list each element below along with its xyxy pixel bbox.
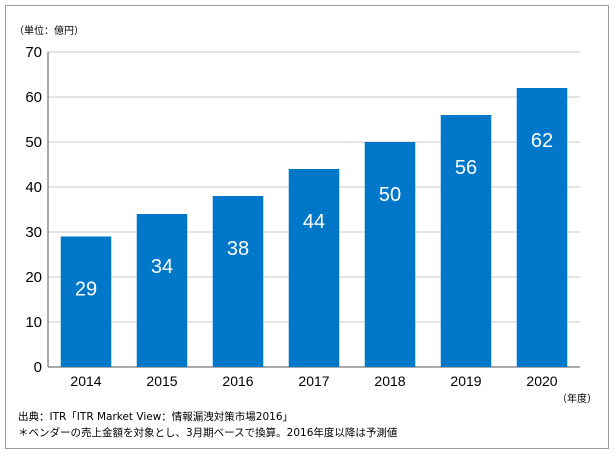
- y-tick-label: 20: [25, 269, 42, 286]
- x-tick-label: 2020: [526, 373, 557, 389]
- bar-value-label: 50: [379, 184, 401, 206]
- y-tick-label: 50: [25, 134, 42, 151]
- y-unit-label: （単位：億円）: [14, 26, 84, 37]
- x-tick-label: 2017: [298, 373, 329, 389]
- bar: [364, 142, 416, 367]
- bar: [516, 88, 568, 367]
- bar: [60, 236, 112, 367]
- bar-value-label: 34: [151, 256, 173, 278]
- x-tick-label: 2019: [450, 373, 481, 389]
- x-tick-label: 2018: [374, 373, 405, 389]
- bar-value-label: 62: [531, 130, 553, 152]
- x-tick-label: 2014: [70, 373, 101, 389]
- y-tick-label: 0: [34, 359, 42, 376]
- bar: [288, 169, 340, 367]
- bar-value-label: 29: [75, 279, 97, 301]
- bar-value-label: 38: [227, 238, 249, 260]
- footnote: ＊ベンダーの売上金額を対象とし、3月期ベースで換算。2016年度以降は予測値: [18, 427, 398, 439]
- y-tick-label: 10: [25, 314, 42, 331]
- bar: [136, 214, 188, 367]
- bar: [212, 196, 264, 367]
- source-note: 出典：ITR「ITR Market View：情報漏洩対策市場2016」: [18, 411, 294, 423]
- bar-value-label: 44: [303, 211, 325, 233]
- y-tick-label: 70: [25, 44, 42, 61]
- bar-value-label: 56: [455, 157, 477, 179]
- x-tick-label: 2016: [222, 373, 253, 389]
- y-tick-label: 40: [25, 179, 42, 196]
- bar: [440, 115, 492, 367]
- y-tick-label: 30: [25, 224, 42, 241]
- x-tick-label: 2015: [146, 373, 177, 389]
- y-tick-label: 60: [25, 89, 42, 106]
- x-unit-label: （年度）: [557, 394, 597, 405]
